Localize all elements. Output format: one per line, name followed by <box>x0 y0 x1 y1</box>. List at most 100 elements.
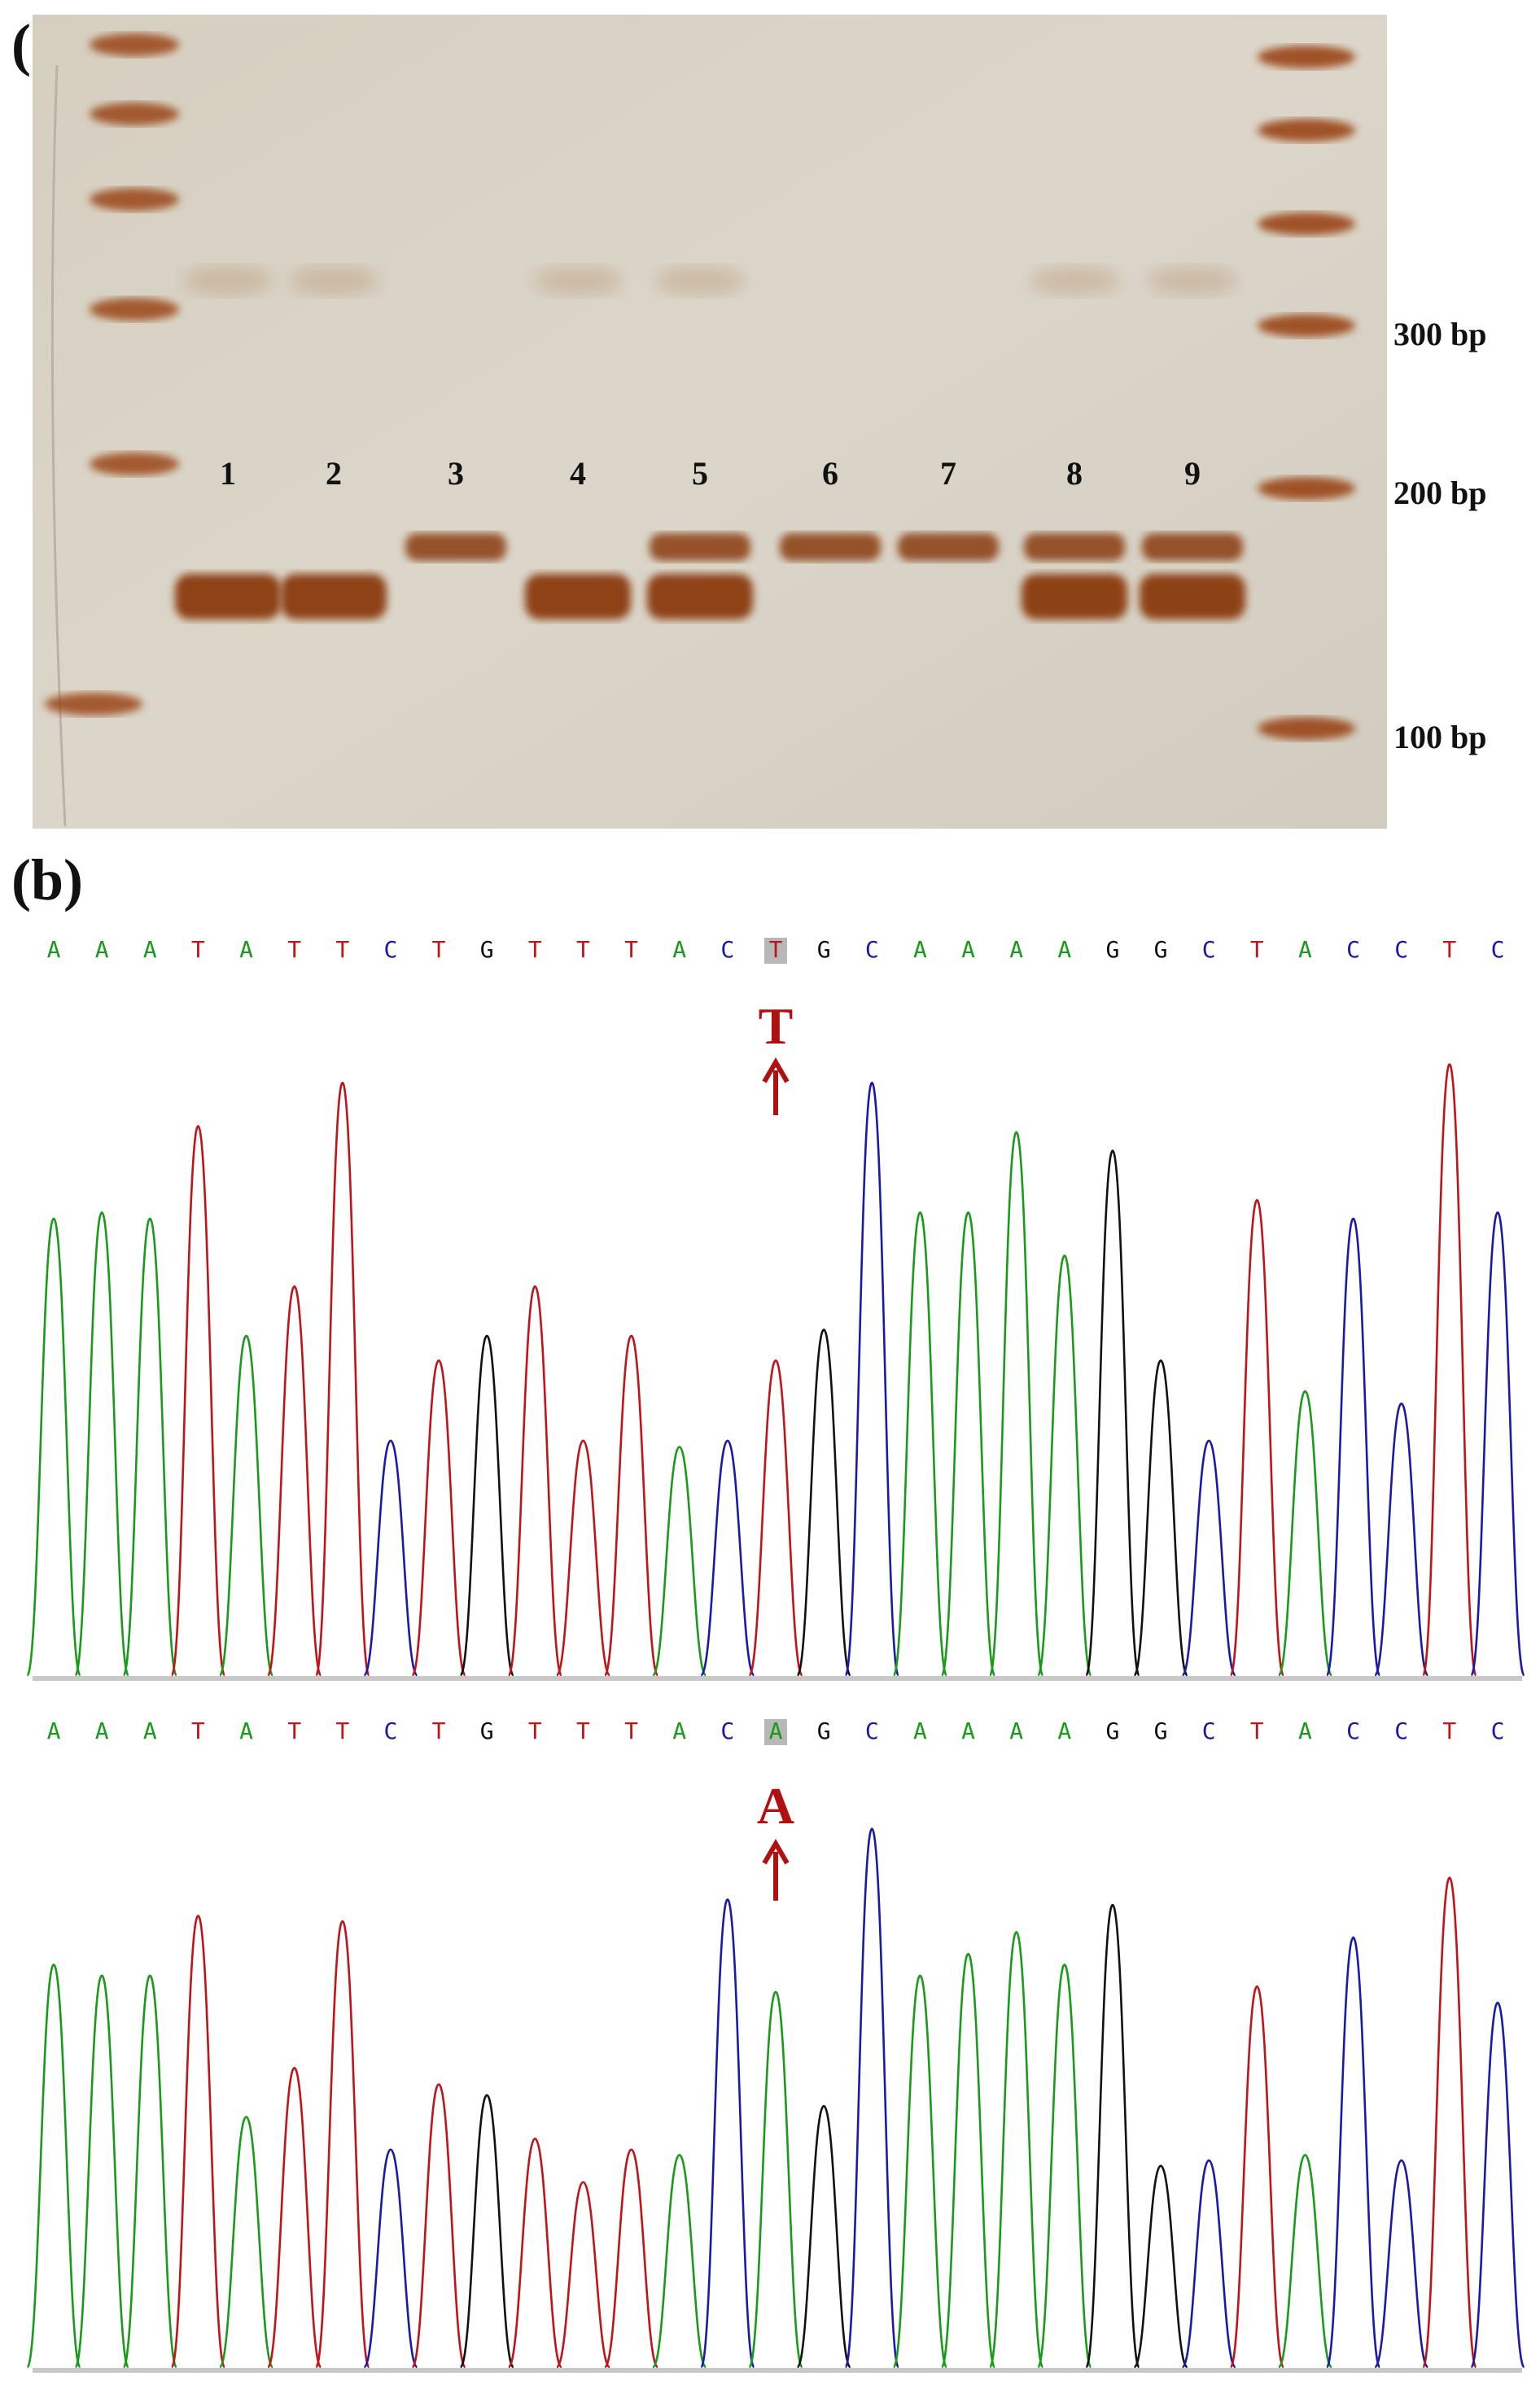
peak-T <box>411 1359 466 1677</box>
variant-allele-label: T <box>759 997 794 1055</box>
base-call: T <box>191 936 205 963</box>
band-upper-lane-8 <box>1024 533 1125 561</box>
base-call: T <box>432 1718 446 1744</box>
base-call: A <box>1298 936 1312 963</box>
peak-A <box>1277 1390 1333 1677</box>
ladder-band <box>90 103 179 125</box>
peak-A <box>74 1974 129 2369</box>
ladder-band <box>1258 477 1355 500</box>
lane-label-5: 5 <box>692 455 708 492</box>
peak-T <box>315 1082 370 1677</box>
base-call: T <box>769 936 783 963</box>
base-call: A <box>913 1718 927 1744</box>
peak-C <box>844 1082 900 1677</box>
peak-A <box>1277 2154 1333 2369</box>
variant-allele-label: A <box>757 1777 794 1835</box>
lane-label-1: 1 <box>220 455 236 492</box>
base-call: C <box>384 936 398 963</box>
base-call: A <box>672 1718 686 1744</box>
band-upper-lane-5 <box>650 533 750 561</box>
base-call: C <box>1346 1718 1360 1744</box>
base-call: A <box>961 936 975 963</box>
peak-C <box>1470 1211 1525 1677</box>
base-call: C <box>1491 1718 1505 1744</box>
base-call: C <box>865 1718 879 1744</box>
band-upper-lane-6 <box>780 533 881 561</box>
base-call: A <box>672 936 686 963</box>
base-call: T <box>624 936 638 963</box>
peak-T <box>266 1285 322 1677</box>
peak-C <box>1181 1439 1236 1677</box>
ladder-band <box>90 453 179 475</box>
base-call: G <box>1154 936 1168 963</box>
lane-label-6: 6 <box>822 455 838 492</box>
band-lower-lane-9 <box>1140 574 1245 619</box>
peak-G <box>1085 1903 1140 2369</box>
base-call: C <box>720 936 734 963</box>
base-call: T <box>1442 936 1456 963</box>
peak-T <box>1422 1876 1477 2369</box>
band-lower-lane-5 <box>647 574 753 619</box>
base-call: G <box>480 1718 494 1744</box>
size-marker-labels: 300 bp 200 bp 100 bp <box>1393 316 1487 755</box>
peak-A <box>748 1990 803 2369</box>
chromatogram-mutant: A A A T A T T C T G T T T A C A G C A A A A G G C T A C C T C A <box>26 1718 1525 2373</box>
lane-smears <box>183 266 1237 295</box>
base-call: T <box>432 936 446 963</box>
faint-smear <box>183 266 273 295</box>
highlight-box <box>764 938 787 964</box>
faint-smear <box>533 266 623 295</box>
base-call: T <box>191 1718 205 1744</box>
peak-A <box>218 1334 274 1677</box>
chromatogram-wildtype: A A A T A T T C T G T T T A C T G C A A A A G G C T A C C T C T <box>26 936 1525 1681</box>
peak-T <box>1229 1199 1285 1677</box>
ladder-band <box>1258 119 1355 142</box>
peak-C <box>1325 1936 1381 2369</box>
base-call: T <box>287 936 301 963</box>
peak-A <box>940 1211 996 1677</box>
band-upper-lane-3 <box>405 533 506 561</box>
base-call: G <box>1106 936 1120 963</box>
peak-T <box>748 1359 803 1677</box>
ladder-band <box>90 33 179 56</box>
base-call: C <box>1491 936 1505 963</box>
peak-T <box>603 2148 659 2369</box>
peak-C <box>1470 2002 1525 2369</box>
base-call: A <box>47 1718 61 1744</box>
ladder-band <box>90 298 179 321</box>
peak-C <box>1373 1402 1429 1677</box>
base-call: A <box>143 936 157 963</box>
peak-G <box>459 2094 514 2369</box>
ladder-band <box>1258 212 1355 235</box>
base-call: A <box>961 1718 975 1744</box>
peak-T <box>507 2138 563 2369</box>
peak-A <box>26 1963 81 2369</box>
peak-T <box>555 1439 611 1677</box>
base-call: T <box>576 936 590 963</box>
lane-label-2: 2 <box>326 455 342 492</box>
base-call: T <box>1442 1718 1456 1744</box>
faint-smear <box>1148 266 1237 295</box>
lane-label-7: 7 <box>940 455 956 492</box>
peak-A <box>892 1974 948 2369</box>
variant-arrow-head <box>762 1057 790 1083</box>
ladder-band <box>1258 46 1355 68</box>
lane-label-8: 8 <box>1066 455 1083 492</box>
base-call: A <box>913 936 927 963</box>
base-call: A <box>1057 936 1071 963</box>
peak-A <box>651 2154 707 2369</box>
base-call: T <box>624 1718 638 1744</box>
peak-C <box>1325 1217 1381 1677</box>
base-call: C <box>720 1718 734 1744</box>
gel-background <box>33 15 1387 829</box>
peak-A <box>651 1446 707 1677</box>
peak-A <box>988 1131 1044 1677</box>
peak-G <box>1133 2164 1188 2369</box>
base-call: T <box>335 1718 349 1744</box>
base-call: T <box>287 1718 301 1744</box>
chromatogram-panel: A A A T A T T C T G T T T A C T G C A A A A G G C T A C C T C T A A A T A T T… <box>26 936 1525 2373</box>
faint-smear <box>655 266 745 295</box>
base-call: C <box>1394 1718 1408 1744</box>
size-marker-100-bp: 100 bp <box>1393 719 1487 755</box>
base-call: G <box>1154 1718 1168 1744</box>
